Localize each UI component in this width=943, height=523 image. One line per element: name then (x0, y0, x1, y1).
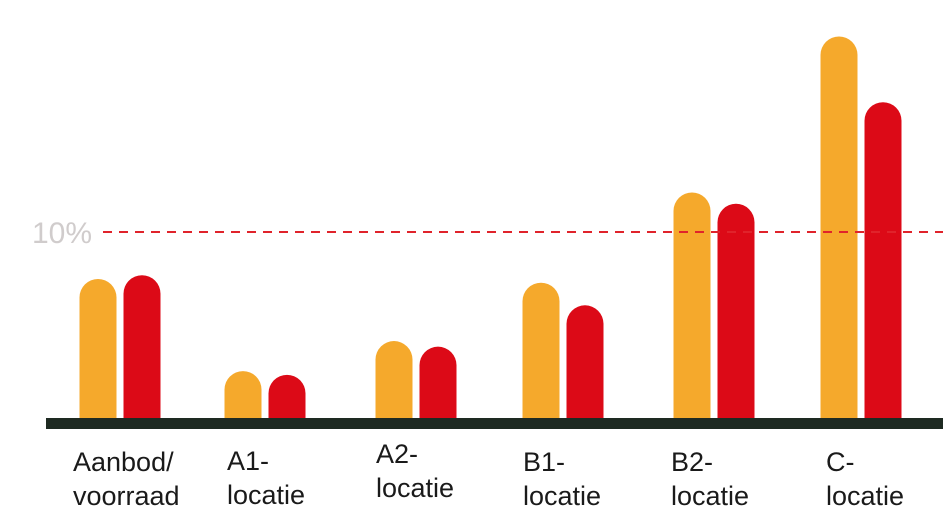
category-label-2-line-2: locatie (227, 480, 305, 510)
bar-series-2-category-3 (419, 346, 457, 426)
category-label-1: Aanbod/voorraad (73, 447, 180, 511)
bar-series-2-category-2 (268, 374, 306, 426)
category-label-5-line-2: locatie (671, 481, 749, 511)
category-label-4: B1- locatie (523, 447, 601, 511)
category-label-6-line-1: C- (826, 447, 855, 477)
category-label-3: A2- locatie (376, 439, 454, 503)
bar-series-2-category-5 (717, 203, 755, 426)
bar-series-2-category-4 (566, 305, 604, 426)
category-label-5: B2- locatie (671, 447, 749, 511)
category-label-3-line-2: locatie (376, 473, 454, 503)
category-label-4-line-1: B1- (523, 447, 565, 477)
bar-series-2-category-6 (864, 102, 902, 427)
category-label-1-line-1: Aanbod/ (73, 447, 174, 477)
category-label-4-line-2: locatie (523, 481, 601, 511)
category-label-2: A1- locatie (227, 446, 305, 510)
bar-series-1-category-1 (79, 278, 117, 426)
reference-line-label: 10% (32, 217, 92, 250)
bar-series-1-category-2 (224, 371, 262, 426)
category-label-6: C-locatie (826, 447, 904, 511)
bar-series-1-category-4 (522, 282, 560, 426)
category-label-6-line-2: locatie (826, 481, 904, 511)
category-label-2-line-1: A1- (227, 446, 269, 476)
category-labels: Aanbod/voorraad A1- locatie A2- locatie B1- lo… (73, 439, 904, 511)
bars-group (79, 36, 902, 427)
category-label-3-line-1: A2- (376, 439, 418, 469)
bar-series-1-category-5 (673, 192, 711, 426)
bar-series-2-category-1 (123, 275, 161, 426)
x-axis-baseline (46, 418, 943, 429)
bar-series-1-category-3 (375, 341, 413, 426)
category-label-1-line-2: voorraad (73, 481, 180, 511)
category-label-5-line-1: B2- (671, 447, 713, 477)
